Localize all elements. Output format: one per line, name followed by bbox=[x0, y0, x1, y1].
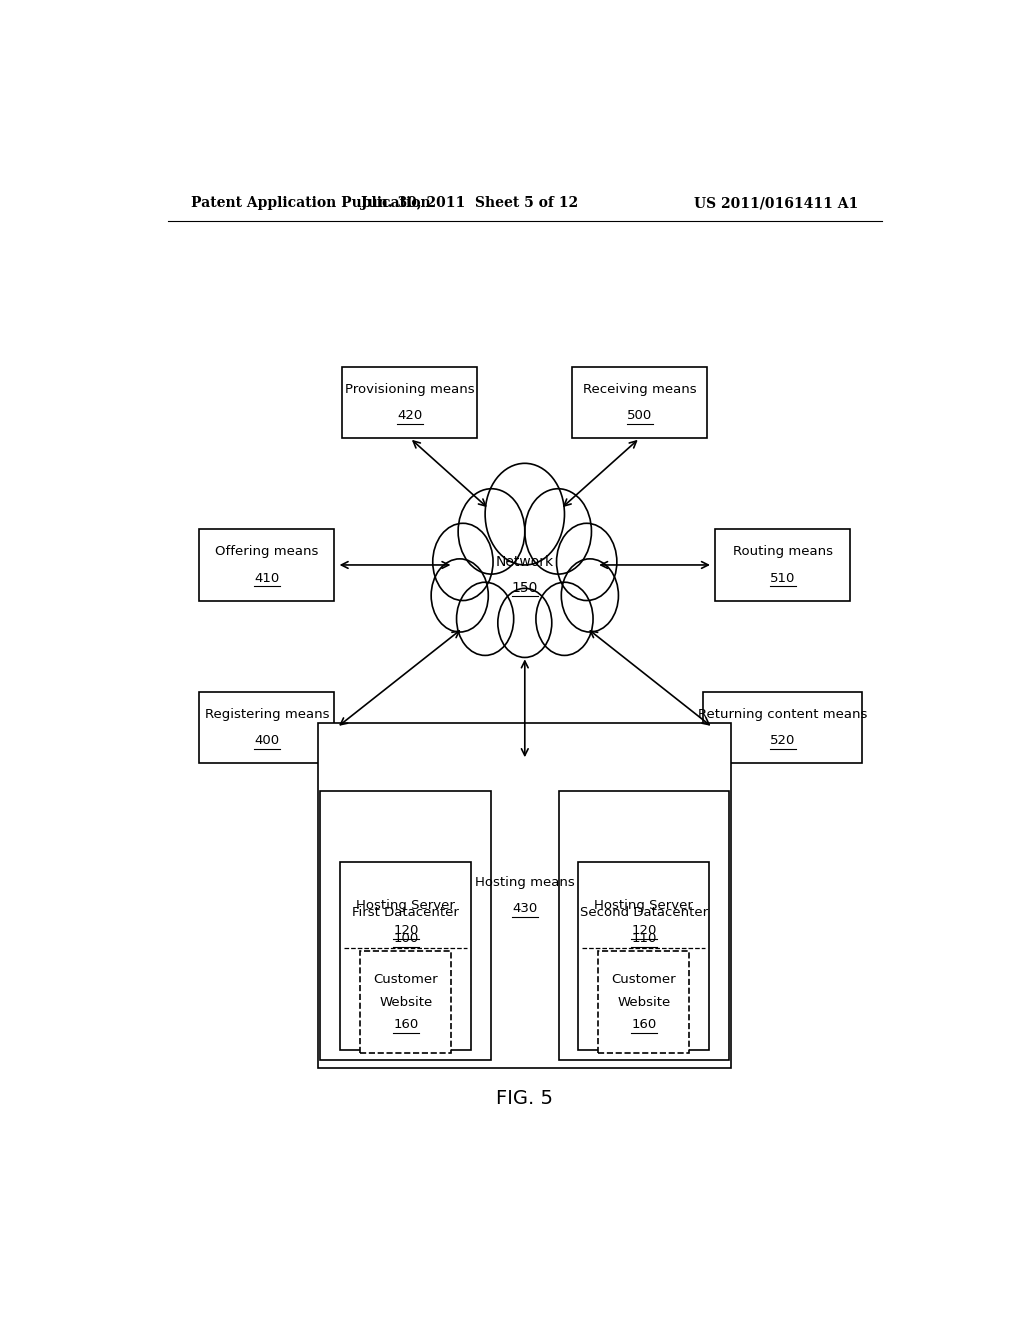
Bar bbox=[321, 791, 492, 1060]
Text: Website: Website bbox=[617, 995, 671, 1008]
Bar bbox=[715, 529, 850, 601]
Circle shape bbox=[498, 589, 552, 657]
Text: 430: 430 bbox=[512, 902, 538, 915]
Text: Registering means: Registering means bbox=[205, 708, 329, 721]
Text: Website: Website bbox=[379, 995, 432, 1008]
Text: Hosting means: Hosting means bbox=[475, 875, 574, 888]
Bar bbox=[342, 367, 477, 438]
Bar bbox=[200, 692, 334, 763]
Bar bbox=[360, 952, 452, 1053]
Text: Receiving means: Receiving means bbox=[583, 383, 696, 396]
Text: US 2011/0161411 A1: US 2011/0161411 A1 bbox=[694, 197, 858, 210]
Text: Customer: Customer bbox=[611, 973, 676, 986]
Bar bbox=[340, 862, 471, 1051]
Text: Hosting Server: Hosting Server bbox=[356, 899, 456, 912]
Text: Second Datacenter: Second Datacenter bbox=[580, 906, 708, 919]
Text: FIG. 5: FIG. 5 bbox=[497, 1089, 553, 1107]
Bar bbox=[579, 862, 710, 1051]
Bar bbox=[200, 529, 334, 601]
Bar bbox=[318, 722, 731, 1068]
Circle shape bbox=[458, 488, 525, 574]
Circle shape bbox=[561, 558, 618, 632]
Text: Routing means: Routing means bbox=[733, 545, 833, 558]
Text: 160: 160 bbox=[631, 1018, 656, 1031]
Bar bbox=[598, 952, 689, 1053]
Text: 100: 100 bbox=[393, 932, 419, 945]
Text: 120: 120 bbox=[393, 924, 419, 937]
Text: 120: 120 bbox=[631, 924, 656, 937]
Text: 410: 410 bbox=[254, 572, 280, 585]
Text: 400: 400 bbox=[254, 734, 280, 747]
Circle shape bbox=[457, 582, 514, 656]
Text: 150: 150 bbox=[512, 581, 538, 595]
Text: 500: 500 bbox=[628, 409, 652, 422]
Text: Hosting Server: Hosting Server bbox=[594, 899, 693, 912]
Text: Offering means: Offering means bbox=[215, 545, 318, 558]
Circle shape bbox=[485, 463, 564, 565]
Text: Provisioning means: Provisioning means bbox=[345, 383, 474, 396]
Circle shape bbox=[431, 558, 488, 632]
Text: Network: Network bbox=[496, 554, 554, 569]
Text: Jun. 30, 2011  Sheet 5 of 12: Jun. 30, 2011 Sheet 5 of 12 bbox=[360, 197, 578, 210]
Text: Returning content means: Returning content means bbox=[698, 708, 867, 721]
Text: 510: 510 bbox=[770, 572, 796, 585]
Circle shape bbox=[525, 488, 592, 574]
Text: First Datacenter: First Datacenter bbox=[352, 906, 459, 919]
Circle shape bbox=[557, 523, 616, 601]
Circle shape bbox=[433, 523, 494, 601]
Bar bbox=[703, 692, 862, 763]
Text: Customer: Customer bbox=[374, 973, 438, 986]
Circle shape bbox=[536, 582, 593, 656]
Bar bbox=[558, 791, 729, 1060]
Text: 110: 110 bbox=[631, 932, 656, 945]
Text: 520: 520 bbox=[770, 734, 796, 747]
Text: 160: 160 bbox=[393, 1018, 419, 1031]
Text: 420: 420 bbox=[397, 409, 422, 422]
Text: Patent Application Publication: Patent Application Publication bbox=[191, 197, 431, 210]
Bar bbox=[572, 367, 708, 438]
